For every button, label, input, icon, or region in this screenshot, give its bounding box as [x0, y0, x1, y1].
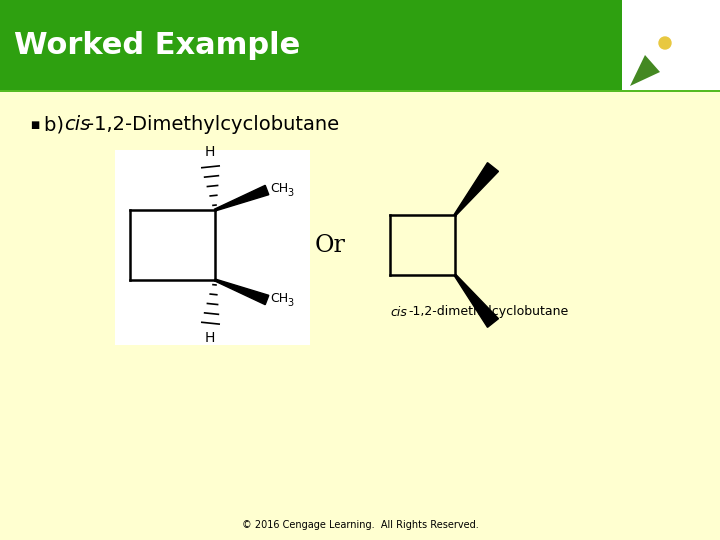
Circle shape: [661, 21, 679, 39]
Text: -1,2-Dimethylcyclobutane: -1,2-Dimethylcyclobutane: [87, 116, 339, 134]
Text: Or: Or: [315, 233, 346, 256]
Text: CH: CH: [270, 293, 288, 306]
Text: CH: CH: [270, 183, 288, 195]
Text: -1,2-dimethylcyclobutane: -1,2-dimethylcyclobutane: [408, 306, 568, 319]
Circle shape: [657, 48, 675, 66]
Text: H: H: [204, 331, 215, 345]
Text: cis: cis: [390, 306, 407, 319]
Polygon shape: [630, 55, 660, 86]
Bar: [0, 0, 720, 90]
Polygon shape: [215, 279, 269, 305]
Polygon shape: [215, 185, 269, 211]
Circle shape: [670, 30, 688, 48]
Circle shape: [649, 22, 667, 40]
Text: 3: 3: [287, 298, 293, 308]
Text: b): b): [44, 116, 71, 134]
Text: H: H: [204, 145, 215, 159]
Circle shape: [646, 44, 664, 62]
Bar: [622, 0, 720, 90]
Text: ■: ■: [30, 120, 40, 130]
Circle shape: [659, 37, 671, 49]
Bar: [115, 150, 310, 345]
Circle shape: [667, 42, 685, 60]
Circle shape: [642, 32, 660, 50]
Text: © 2016 Cengage Learning.  All Rights Reserved.: © 2016 Cengage Learning. All Rights Rese…: [242, 520, 478, 530]
Polygon shape: [454, 274, 498, 327]
Text: cis: cis: [64, 116, 90, 134]
Text: 3: 3: [287, 188, 293, 198]
Bar: [0, 90, 720, 92]
Polygon shape: [454, 163, 498, 215]
Text: Worked Example: Worked Example: [14, 30, 300, 59]
